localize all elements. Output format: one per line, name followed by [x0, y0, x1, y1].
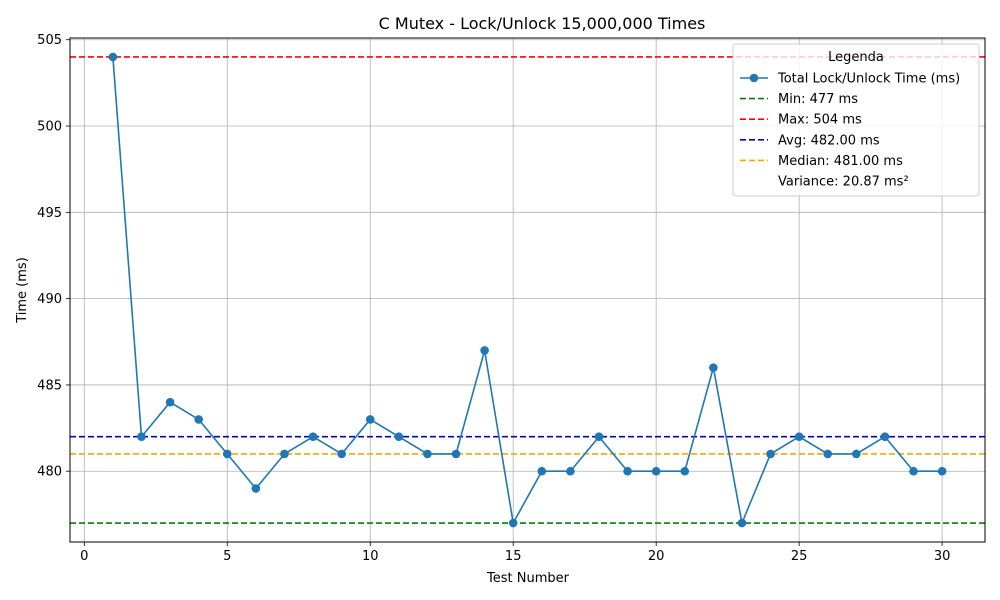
data-point [680, 466, 690, 476]
data-point [423, 449, 432, 459]
data-point [337, 449, 346, 459]
legend: Legenda Total Lock/Unlock Time (ms) Min: … [732, 43, 980, 197]
y-axis-label: Time (ms) [15, 257, 30, 324]
x-tick-label: 15 [505, 549, 522, 564]
data-point [651, 466, 661, 476]
x-tick-label: 25 [791, 549, 808, 564]
data-point [451, 449, 461, 459]
series-line [112, 56, 943, 526]
data-point [937, 466, 947, 476]
y-tick-label: 485 [37, 378, 62, 393]
x-tick-label: 30 [934, 549, 951, 564]
plot-frame [69, 37, 986, 543]
data-point [909, 466, 918, 476]
data-point [737, 518, 747, 528]
legend-entry-label: Max: 504 ms [778, 113, 862, 128]
data-point [566, 466, 575, 476]
legend-variance-label: Variance: 20.87 ms² [778, 175, 909, 190]
data-point [137, 432, 146, 442]
data-point [537, 466, 547, 476]
x-tick-label: 5 [223, 549, 231, 564]
y-tick-label: 495 [37, 206, 62, 221]
x-tick-label: 0 [80, 549, 88, 564]
legend-entry-label: Min: 477 ms [778, 92, 858, 107]
data-point [394, 432, 404, 442]
data-point [766, 449, 775, 459]
data-point [880, 432, 890, 442]
legend-entry-label: Avg: 482.00 ms [778, 133, 880, 148]
data-point [308, 432, 318, 442]
data-point [222, 449, 232, 459]
data-point [280, 449, 289, 459]
x-axis-label: Test Number [486, 571, 570, 586]
y-tick-label: 505 [37, 33, 62, 48]
data-point [623, 466, 632, 476]
y-tick-label: 500 [37, 120, 62, 135]
legend-marker [749, 73, 759, 83]
data-point [165, 397, 175, 407]
y-tick-label: 490 [37, 292, 62, 307]
data-point [251, 484, 261, 493]
data-point [508, 518, 518, 528]
data-point [365, 415, 375, 424]
data-series [108, 52, 947, 528]
data-point [594, 432, 604, 442]
legend-entry-label: Median: 481.00 ms [778, 154, 903, 169]
legend-title: Legenda [828, 50, 884, 65]
data-point [794, 432, 804, 442]
data-point [480, 346, 489, 355]
data-point [108, 52, 118, 62]
x-tick-label: 20 [648, 549, 665, 564]
legend-box [732, 43, 980, 197]
chart-title: C Mutex - Lock/Unlock 15,000,000 Times [379, 14, 706, 33]
y-tick-label: 480 [37, 465, 62, 480]
x-tick-label: 10 [362, 549, 379, 564]
legend-entry-label: Total Lock/Unlock Time (ms) [777, 72, 960, 87]
data-point [194, 415, 203, 424]
data-point [852, 449, 861, 459]
data-point [823, 449, 833, 459]
data-point [709, 363, 718, 372]
axis-ticks: 0 5 10 15 20 25 30 480 485 490 495 500 505 [37, 33, 950, 564]
legend-entries: Total Lock/Unlock Time (ms) Min: 477 ms Ma… [740, 72, 960, 190]
